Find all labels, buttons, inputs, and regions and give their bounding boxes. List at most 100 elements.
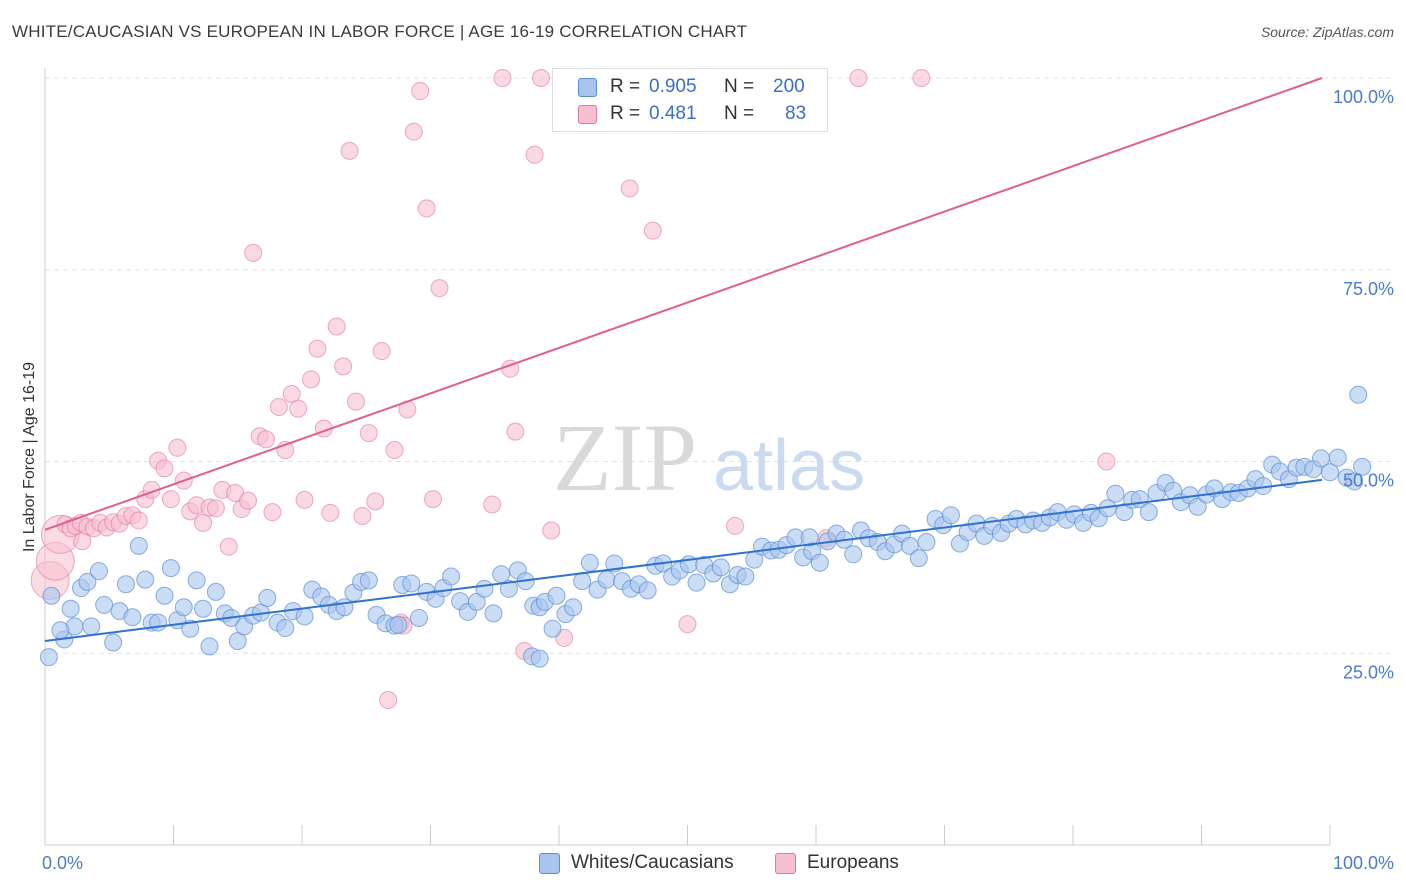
point-whites bbox=[564, 598, 583, 617]
y-tick-label: 100.0% bbox=[1333, 87, 1394, 107]
y-tick-label: 50.0% bbox=[1343, 471, 1394, 491]
legend-r-label: R = bbox=[610, 76, 641, 97]
point-whites bbox=[1139, 503, 1158, 522]
point-whites bbox=[194, 599, 213, 618]
point-europeans bbox=[532, 69, 551, 87]
point-europeans bbox=[849, 69, 868, 87]
point-whites bbox=[136, 570, 155, 589]
x-tick-label: 100.0% bbox=[1333, 853, 1394, 873]
point-whites bbox=[89, 562, 108, 581]
x-tick-label: 0.0% bbox=[42, 853, 83, 873]
point-whites bbox=[1188, 497, 1207, 516]
axes bbox=[44, 68, 1331, 846]
point-whites bbox=[687, 573, 706, 592]
point-europeans bbox=[493, 69, 512, 87]
point-whites bbox=[181, 619, 200, 638]
bottom-legend-label-whites: Whites/Caucasians bbox=[571, 852, 734, 873]
point-whites bbox=[61, 599, 80, 618]
point-europeans bbox=[161, 490, 180, 509]
legend-row-europeans: R = 0.481 N = 83 bbox=[553, 101, 827, 127]
point-europeans bbox=[372, 342, 391, 361]
legend-box: R = 0.905 N = 200 R = 0.481 N = 83 bbox=[552, 68, 828, 132]
point-whites bbox=[597, 570, 616, 589]
point-whites bbox=[335, 598, 354, 617]
legend-n-label: N = bbox=[724, 103, 755, 124]
legend-row-whites: R = 0.905 N = 200 bbox=[553, 74, 827, 100]
point-europeans bbox=[379, 691, 398, 710]
point-whites bbox=[82, 617, 101, 636]
bottom-legend-swatch-europeans bbox=[775, 853, 796, 874]
point-whites bbox=[42, 586, 61, 605]
gridlines bbox=[45, 77, 1395, 654]
point-europeans bbox=[168, 438, 187, 457]
point-europeans bbox=[73, 532, 92, 551]
point-whites bbox=[917, 533, 936, 552]
point-whites bbox=[129, 536, 148, 555]
point-whites bbox=[638, 581, 657, 600]
tick-labels: 25.0% 50.0% 75.0% 100.0% 0.0% 100.0% bbox=[42, 87, 1394, 873]
point-europeans bbox=[506, 422, 525, 441]
point-europeans bbox=[483, 495, 502, 514]
legend-n-value: 200 bbox=[773, 76, 805, 97]
point-europeans bbox=[411, 82, 430, 101]
point-whites bbox=[1328, 448, 1347, 467]
point-europeans bbox=[206, 499, 225, 518]
point-europeans bbox=[327, 317, 346, 336]
watermark-zip: ZIP bbox=[553, 404, 697, 511]
point-whites bbox=[800, 528, 819, 547]
legend-n-value: 83 bbox=[785, 103, 807, 124]
point-whites bbox=[484, 604, 503, 623]
point-europeans bbox=[643, 221, 662, 240]
point-europeans bbox=[424, 490, 443, 509]
point-whites bbox=[258, 589, 277, 608]
trend-lines bbox=[44, 77, 1323, 642]
point-whites bbox=[123, 608, 142, 627]
point-europeans bbox=[678, 615, 697, 634]
point-europeans bbox=[289, 399, 308, 418]
point-europeans bbox=[430, 279, 449, 298]
point-whites bbox=[1345, 472, 1364, 491]
point-whites bbox=[909, 549, 928, 568]
y-axis-label: In Labor Force | Age 16-19 bbox=[21, 362, 38, 552]
point-europeans bbox=[353, 506, 372, 525]
point-europeans bbox=[726, 516, 745, 535]
point-europeans bbox=[542, 521, 561, 540]
legend-swatch-europeans bbox=[578, 105, 597, 124]
trend-line-europeans bbox=[44, 77, 1323, 531]
point-whites bbox=[409, 608, 428, 627]
legend-r-label: R = bbox=[610, 103, 641, 124]
legend-r-value: 0.905 bbox=[649, 76, 697, 97]
point-whites bbox=[78, 572, 97, 591]
point-whites bbox=[711, 558, 730, 577]
y-tick-label: 25.0% bbox=[1343, 662, 1394, 682]
point-europeans bbox=[321, 503, 340, 522]
point-europeans bbox=[525, 145, 544, 164]
point-whites bbox=[530, 649, 549, 668]
point-whites bbox=[810, 553, 829, 572]
point-whites bbox=[206, 582, 225, 601]
point-europeans bbox=[155, 459, 174, 478]
point-whites bbox=[941, 506, 960, 525]
point-whites bbox=[844, 545, 863, 564]
point-whites bbox=[580, 553, 599, 572]
point-europeans bbox=[340, 141, 359, 160]
point-europeans bbox=[257, 430, 276, 449]
point-europeans bbox=[346, 392, 365, 411]
point-whites bbox=[276, 618, 295, 637]
point-whites bbox=[51, 621, 70, 640]
point-europeans bbox=[366, 492, 385, 511]
point-europeans bbox=[359, 424, 378, 443]
watermark-atlas: atlas bbox=[713, 426, 865, 506]
point-whites bbox=[389, 615, 408, 634]
point-whites bbox=[573, 572, 592, 591]
point-europeans bbox=[244, 243, 263, 262]
bottom-legend-swatch-whites bbox=[539, 853, 560, 874]
legend-r-value: 0.481 bbox=[649, 103, 697, 124]
trend-line-whites bbox=[44, 478, 1323, 642]
series-whites bbox=[39, 385, 1372, 668]
point-europeans bbox=[269, 398, 288, 417]
point-whites bbox=[104, 633, 123, 652]
chart-source: Source: ZipAtlas.com bbox=[1260, 24, 1394, 40]
point-whites bbox=[736, 567, 755, 586]
